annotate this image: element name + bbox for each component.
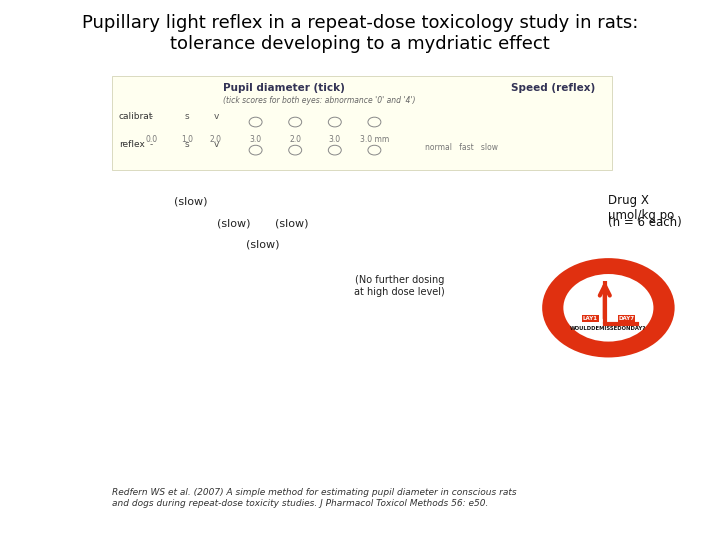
Text: 2.0: 2.0 — [210, 135, 222, 144]
Text: (slow): (slow) — [174, 197, 207, 207]
Circle shape — [542, 258, 675, 357]
Text: (slow): (slow) — [217, 218, 251, 228]
Text: reflex: reflex — [119, 140, 145, 150]
Text: Pupil diameter (tick): Pupil diameter (tick) — [223, 83, 345, 93]
Text: 1.0: 1.0 — [181, 135, 193, 144]
Text: LAY1: LAY1 — [583, 316, 598, 321]
Text: 0.0: 0.0 — [145, 135, 157, 144]
Text: v: v — [213, 140, 219, 150]
Text: calibrat: calibrat — [119, 112, 153, 122]
Text: tolerance developing to a mydriatic effect: tolerance developing to a mydriatic effe… — [170, 35, 550, 53]
Text: DAY7: DAY7 — [618, 316, 634, 321]
Text: 3.0: 3.0 — [250, 135, 261, 144]
Text: Speed (reflex): Speed (reflex) — [511, 83, 595, 93]
Text: v: v — [213, 112, 219, 122]
Text: Pupillary light reflex in a repeat-dose toxicology study in rats:: Pupillary light reflex in a repeat-dose … — [82, 14, 638, 31]
Text: s: s — [185, 112, 189, 122]
Text: (No further dosing
at high dose level): (No further dosing at high dose level) — [354, 275, 445, 297]
Text: normal   fast   slow: normal fast slow — [425, 143, 498, 152]
Circle shape — [563, 274, 654, 342]
Text: Drug X
μmol/kg po: Drug X μmol/kg po — [608, 194, 675, 222]
Text: WOULDDEMISSEDONDAY?: WOULDDEMISSEDONDAY? — [570, 326, 647, 331]
FancyBboxPatch shape — [112, 76, 612, 170]
Text: s: s — [185, 140, 189, 150]
Text: (slow): (slow) — [275, 218, 308, 228]
Text: -: - — [150, 112, 153, 122]
Text: (slow): (slow) — [246, 240, 279, 250]
Text: 3.0 mm: 3.0 mm — [360, 135, 389, 144]
Text: (tick scores for both eyes: abnormance '0' and '4'): (tick scores for both eyes: abnormance '… — [223, 96, 415, 105]
Text: 2.0: 2.0 — [289, 135, 301, 144]
Text: Redfern WS et al. (2007) A simple method for estimating pupil diameter in consci: Redfern WS et al. (2007) A simple method… — [112, 488, 516, 508]
Text: -: - — [150, 140, 153, 150]
Text: (n = 6 each): (n = 6 each) — [608, 216, 682, 229]
Text: 3.0: 3.0 — [329, 135, 341, 144]
